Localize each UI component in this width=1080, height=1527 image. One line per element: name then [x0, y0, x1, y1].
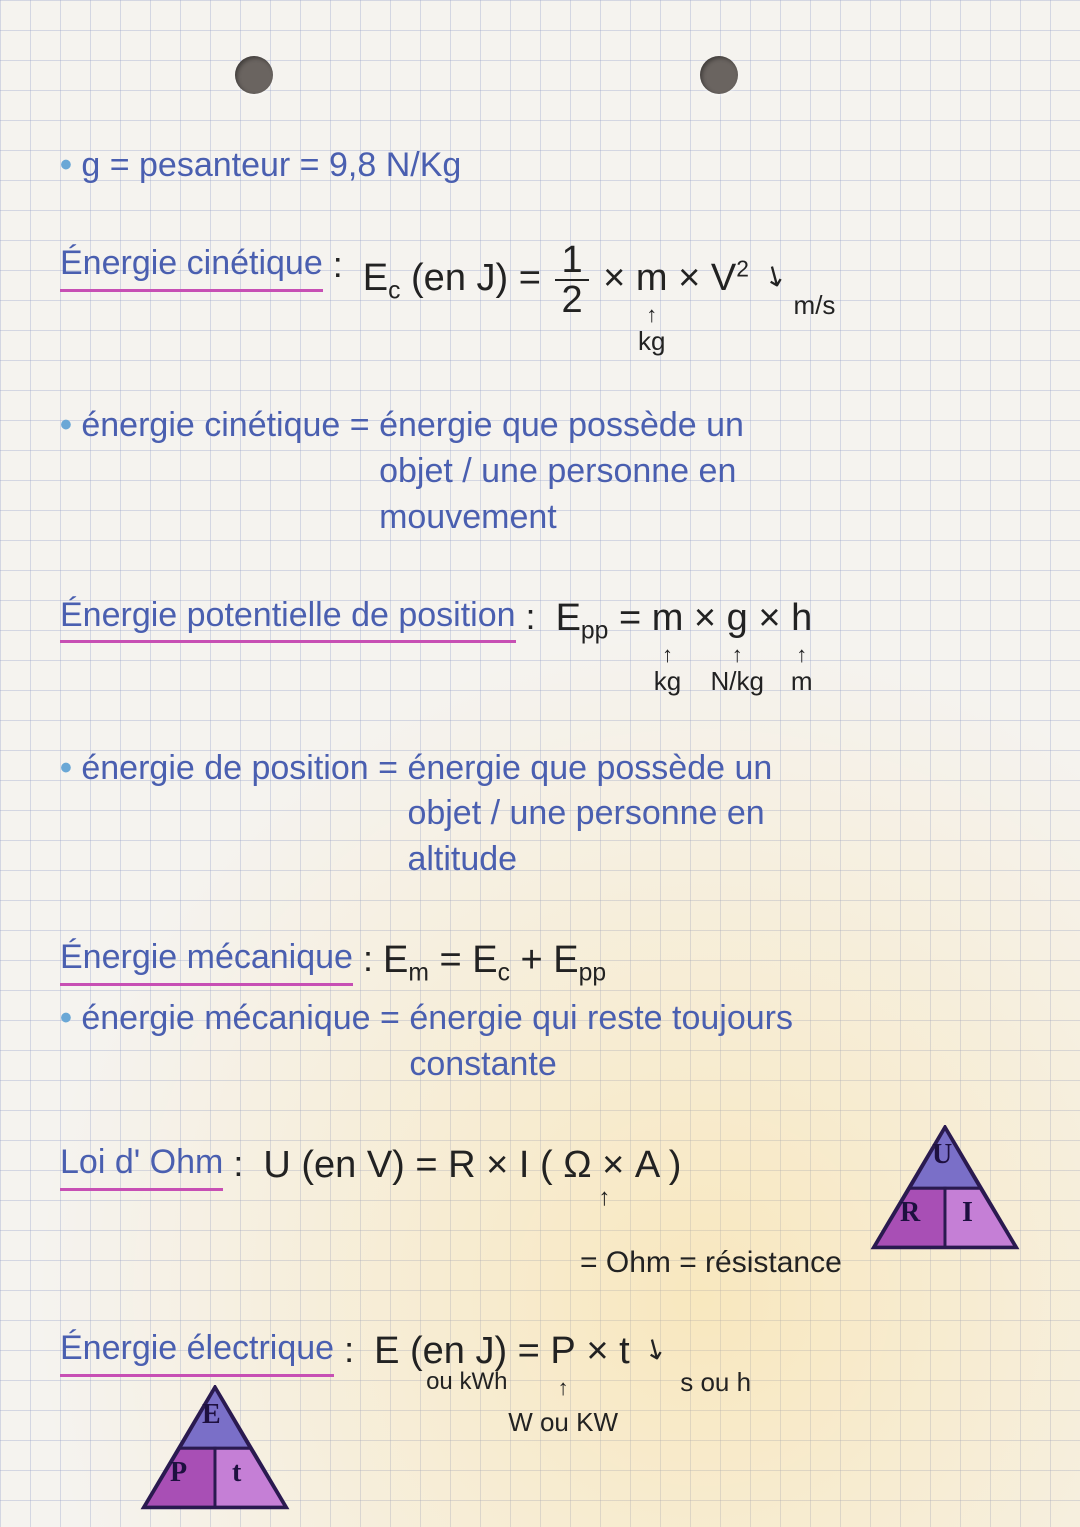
cinetique-row: Énergie cinétique : Ec (en J) = 1 2 × m …	[60, 241, 1030, 319]
arrow-icon: ↑	[796, 644, 807, 666]
v-sym: V	[711, 257, 736, 299]
pg-sym: g	[727, 597, 748, 639]
unit-kg: kg	[638, 324, 665, 359]
ohm-triangle: U R I	[870, 1125, 1020, 1250]
et-sym: t	[619, 1330, 630, 1372]
arrow-icon: ↑	[598, 1182, 610, 1214]
em-sub: m	[408, 960, 429, 987]
em-plus: +	[510, 939, 553, 981]
px2: ×	[758, 597, 791, 639]
ep-sym: P	[550, 1330, 575, 1372]
frac-num: 1	[555, 241, 588, 281]
ohm-formula: U (en V) = R × I ( Ω × A )	[263, 1144, 681, 1186]
m-anno: m ↑ kg	[636, 253, 668, 304]
curve-arrow-icon: ↘	[635, 1327, 674, 1371]
mecanique-def-row: énergie mécanique = énergie qui reste to…	[60, 996, 1030, 1088]
x2: ×	[678, 257, 711, 299]
et-anno: t	[619, 1326, 630, 1377]
mec-def-label: énergie mécanique =	[81, 999, 409, 1037]
potentielle-heading: Énergie potentielle de position	[60, 593, 516, 644]
ex: ×	[586, 1330, 619, 1372]
em-E: E	[383, 939, 408, 981]
unit-nkg: N/kg	[711, 664, 764, 699]
arrow-icon: ↑	[646, 304, 657, 326]
tri2-br: t	[232, 1457, 241, 1489]
pm-sym: m	[652, 597, 684, 639]
m-sym: m	[636, 257, 668, 299]
tri-top: U	[932, 1139, 952, 1171]
tri-br: I	[962, 1197, 973, 1229]
unit-w: W ou KW	[508, 1405, 618, 1440]
v-exp: 2	[736, 255, 749, 281]
tri2-bl: P	[170, 1457, 187, 1489]
ep-anno: P ↑ W ou KW	[550, 1326, 575, 1377]
mecanique-heading: Énergie mécanique	[60, 935, 353, 986]
px1: ×	[694, 597, 727, 639]
arrow-icon: ↑	[732, 644, 743, 666]
pesanteur-line: g = pesanteur = 9,8 N/Kg	[60, 143, 1030, 189]
mec-def-l1: énergie qui reste toujours	[409, 999, 793, 1037]
position-def-row: énergie de position = énergie que possèd…	[60, 746, 1030, 884]
cin-def-l3: mouvement	[379, 498, 557, 536]
em-epp: E	[553, 939, 578, 981]
em-eq: =	[429, 939, 472, 981]
pos-def-l2: objet / une personne en	[407, 794, 764, 832]
tri2-top: E	[202, 1399, 221, 1431]
curve-arrow-icon: ↘	[755, 253, 794, 297]
ph-anno: h ↑ m	[791, 593, 812, 644]
punch-hole-right	[700, 56, 738, 94]
ohm-heading: Loi d' Ohm	[60, 1140, 223, 1191]
frac-half: 1 2	[555, 241, 588, 319]
epp-eq: =	[608, 597, 651, 639]
pos-def-label: énergie de position =	[81, 749, 407, 787]
v-anno: V2	[711, 253, 749, 304]
ec-mid: (en J) =	[400, 257, 551, 299]
ohm-note: = Ohm = résistance	[580, 1246, 1030, 1280]
unit-m: m	[791, 664, 813, 699]
cin-def-l1: énergie que possède un	[379, 406, 744, 444]
elec-subunit: ou kWh	[426, 1366, 507, 1398]
pg-anno: g ↑ N/kg	[727, 593, 748, 644]
cinetique-def-label: énergie cinétique =	[81, 406, 379, 444]
unit-ms: m/s	[794, 290, 836, 320]
potentielle-row: Énergie potentielle de position : Epp = …	[60, 593, 1030, 648]
notebook-page: g = pesanteur = 9,8 N/Kg Énergie cinétiq…	[0, 0, 1080, 1527]
x1: ×	[603, 257, 636, 299]
ph-sym: h	[791, 597, 812, 639]
pos-def-l3: altitude	[407, 840, 517, 878]
electrique-row: Énergie électrique : E (en J) = P ↑ W ou…	[60, 1326, 1030, 1377]
cin-def-l2: objet / une personne en	[379, 452, 736, 490]
ec-sub: c	[388, 278, 400, 305]
epp-sub: pp	[581, 617, 608, 644]
frac-den: 2	[555, 281, 588, 319]
ec-E: E	[363, 257, 388, 299]
pos-def-l1: énergie que possède un	[407, 749, 772, 787]
tri-bl: R	[900, 1197, 920, 1229]
punch-hole-left	[235, 56, 273, 94]
unit-kg2: kg	[654, 664, 681, 699]
electrique-triangle: E P t	[140, 1385, 290, 1510]
pm-anno: m ↑ kg	[652, 593, 684, 644]
mecanique-row: Énergie mécanique : Em = Ec + Epp	[60, 935, 1030, 990]
arrow-icon: ↑	[662, 644, 673, 666]
unit-sh: s ou h	[680, 1367, 751, 1397]
em-eppsub: pp	[579, 960, 606, 987]
electrique-heading: Énergie électrique	[60, 1326, 334, 1377]
cinetique-def-row: énergie cinétique = énergie que possède …	[60, 403, 1030, 541]
cinetique-heading: Énergie cinétique	[60, 241, 323, 292]
mec-def-l2: constante	[409, 1045, 556, 1083]
em-ec: E	[472, 939, 497, 981]
epp-E: E	[556, 597, 581, 639]
em-ecsub: c	[498, 960, 510, 987]
arrow-icon: ↑	[558, 1377, 569, 1399]
